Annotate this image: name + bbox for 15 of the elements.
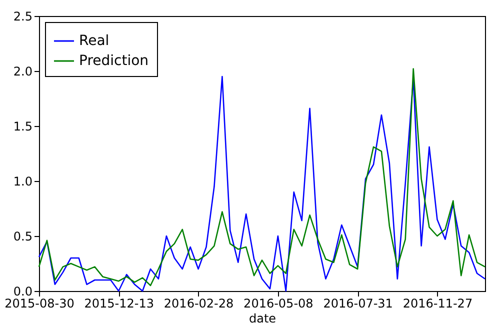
y-tick-label: 0.0 (13, 284, 32, 298)
y-tick-label: 2.5 (13, 10, 32, 24)
legend-label: Real (79, 33, 110, 49)
legend-label: Prediction (79, 53, 149, 69)
x-tick-label: 2015-08-30 (4, 296, 74, 310)
y-tick-label: 1.0 (13, 174, 32, 188)
y-tick-label: 0.5 (13, 230, 32, 244)
y-tick-label: 1.5 (13, 120, 32, 134)
x-axis-title: date (248, 312, 276, 326)
x-tick-label: 2015-12-13 (84, 296, 154, 310)
x-tick-label: 2016-02-28 (164, 296, 234, 310)
x-tick-label: 2016-11-27 (402, 296, 473, 310)
x-tick-label: 2016-05-08 (244, 296, 314, 310)
x-tick-label: 2016-07-31 (323, 296, 393, 310)
y-tick-label: 2.0 (13, 64, 32, 78)
